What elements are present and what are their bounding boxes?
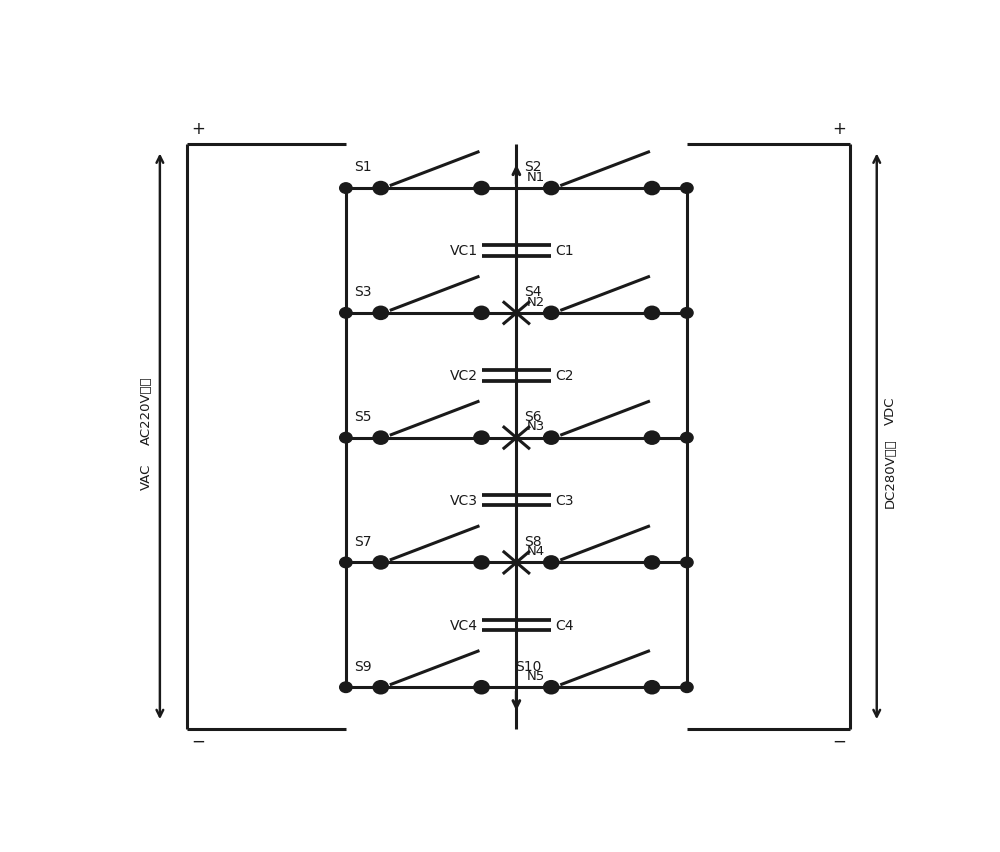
Text: N2: N2 bbox=[526, 296, 545, 308]
Text: S6: S6 bbox=[524, 410, 542, 423]
Text: +: + bbox=[832, 120, 846, 138]
Text: S10: S10 bbox=[516, 659, 542, 673]
Text: N1: N1 bbox=[526, 170, 545, 183]
Circle shape bbox=[544, 682, 558, 694]
Circle shape bbox=[340, 557, 352, 568]
Circle shape bbox=[475, 308, 488, 320]
Text: N3: N3 bbox=[526, 420, 545, 433]
Circle shape bbox=[340, 183, 352, 194]
Text: N4: N4 bbox=[526, 544, 545, 557]
Text: VDC: VDC bbox=[884, 396, 897, 425]
Text: S4: S4 bbox=[524, 285, 542, 299]
Text: C1: C1 bbox=[555, 245, 574, 258]
Circle shape bbox=[340, 682, 352, 693]
Text: S2: S2 bbox=[524, 160, 542, 174]
Circle shape bbox=[340, 433, 352, 443]
Circle shape bbox=[645, 682, 659, 694]
Circle shape bbox=[681, 183, 693, 194]
Circle shape bbox=[475, 557, 488, 568]
Circle shape bbox=[544, 432, 558, 444]
Text: C4: C4 bbox=[555, 618, 574, 632]
Text: −: − bbox=[832, 732, 846, 750]
Text: VC2: VC2 bbox=[450, 369, 478, 383]
Circle shape bbox=[374, 308, 388, 320]
Text: N5: N5 bbox=[526, 669, 545, 682]
Circle shape bbox=[681, 682, 693, 693]
Circle shape bbox=[475, 183, 488, 195]
Circle shape bbox=[544, 557, 558, 568]
Circle shape bbox=[374, 557, 388, 568]
Circle shape bbox=[681, 308, 693, 319]
Circle shape bbox=[374, 432, 388, 444]
Circle shape bbox=[340, 308, 352, 319]
Text: S3: S3 bbox=[354, 285, 371, 299]
Text: S1: S1 bbox=[354, 160, 371, 174]
Circle shape bbox=[681, 433, 693, 443]
Text: VC4: VC4 bbox=[450, 618, 478, 632]
Circle shape bbox=[681, 557, 693, 568]
Text: C3: C3 bbox=[555, 493, 574, 508]
Circle shape bbox=[544, 308, 558, 320]
Text: VC1: VC1 bbox=[450, 245, 478, 258]
Circle shape bbox=[475, 432, 488, 444]
Text: +: + bbox=[191, 120, 205, 138]
Circle shape bbox=[475, 682, 488, 694]
Text: S5: S5 bbox=[354, 410, 371, 423]
Text: S8: S8 bbox=[524, 534, 542, 548]
Circle shape bbox=[645, 308, 659, 320]
Circle shape bbox=[645, 183, 659, 195]
Text: VAC: VAC bbox=[139, 463, 152, 489]
Circle shape bbox=[645, 432, 659, 444]
Text: S9: S9 bbox=[354, 659, 371, 673]
Text: S7: S7 bbox=[354, 534, 371, 548]
Text: AC220V输入: AC220V输入 bbox=[139, 377, 152, 445]
Text: −: − bbox=[191, 732, 205, 750]
Circle shape bbox=[544, 183, 558, 195]
Text: C2: C2 bbox=[555, 369, 574, 383]
Circle shape bbox=[374, 682, 388, 694]
Text: DC280V输出: DC280V输出 bbox=[884, 438, 897, 508]
Text: VC3: VC3 bbox=[450, 493, 478, 508]
Circle shape bbox=[645, 557, 659, 568]
Circle shape bbox=[374, 183, 388, 195]
